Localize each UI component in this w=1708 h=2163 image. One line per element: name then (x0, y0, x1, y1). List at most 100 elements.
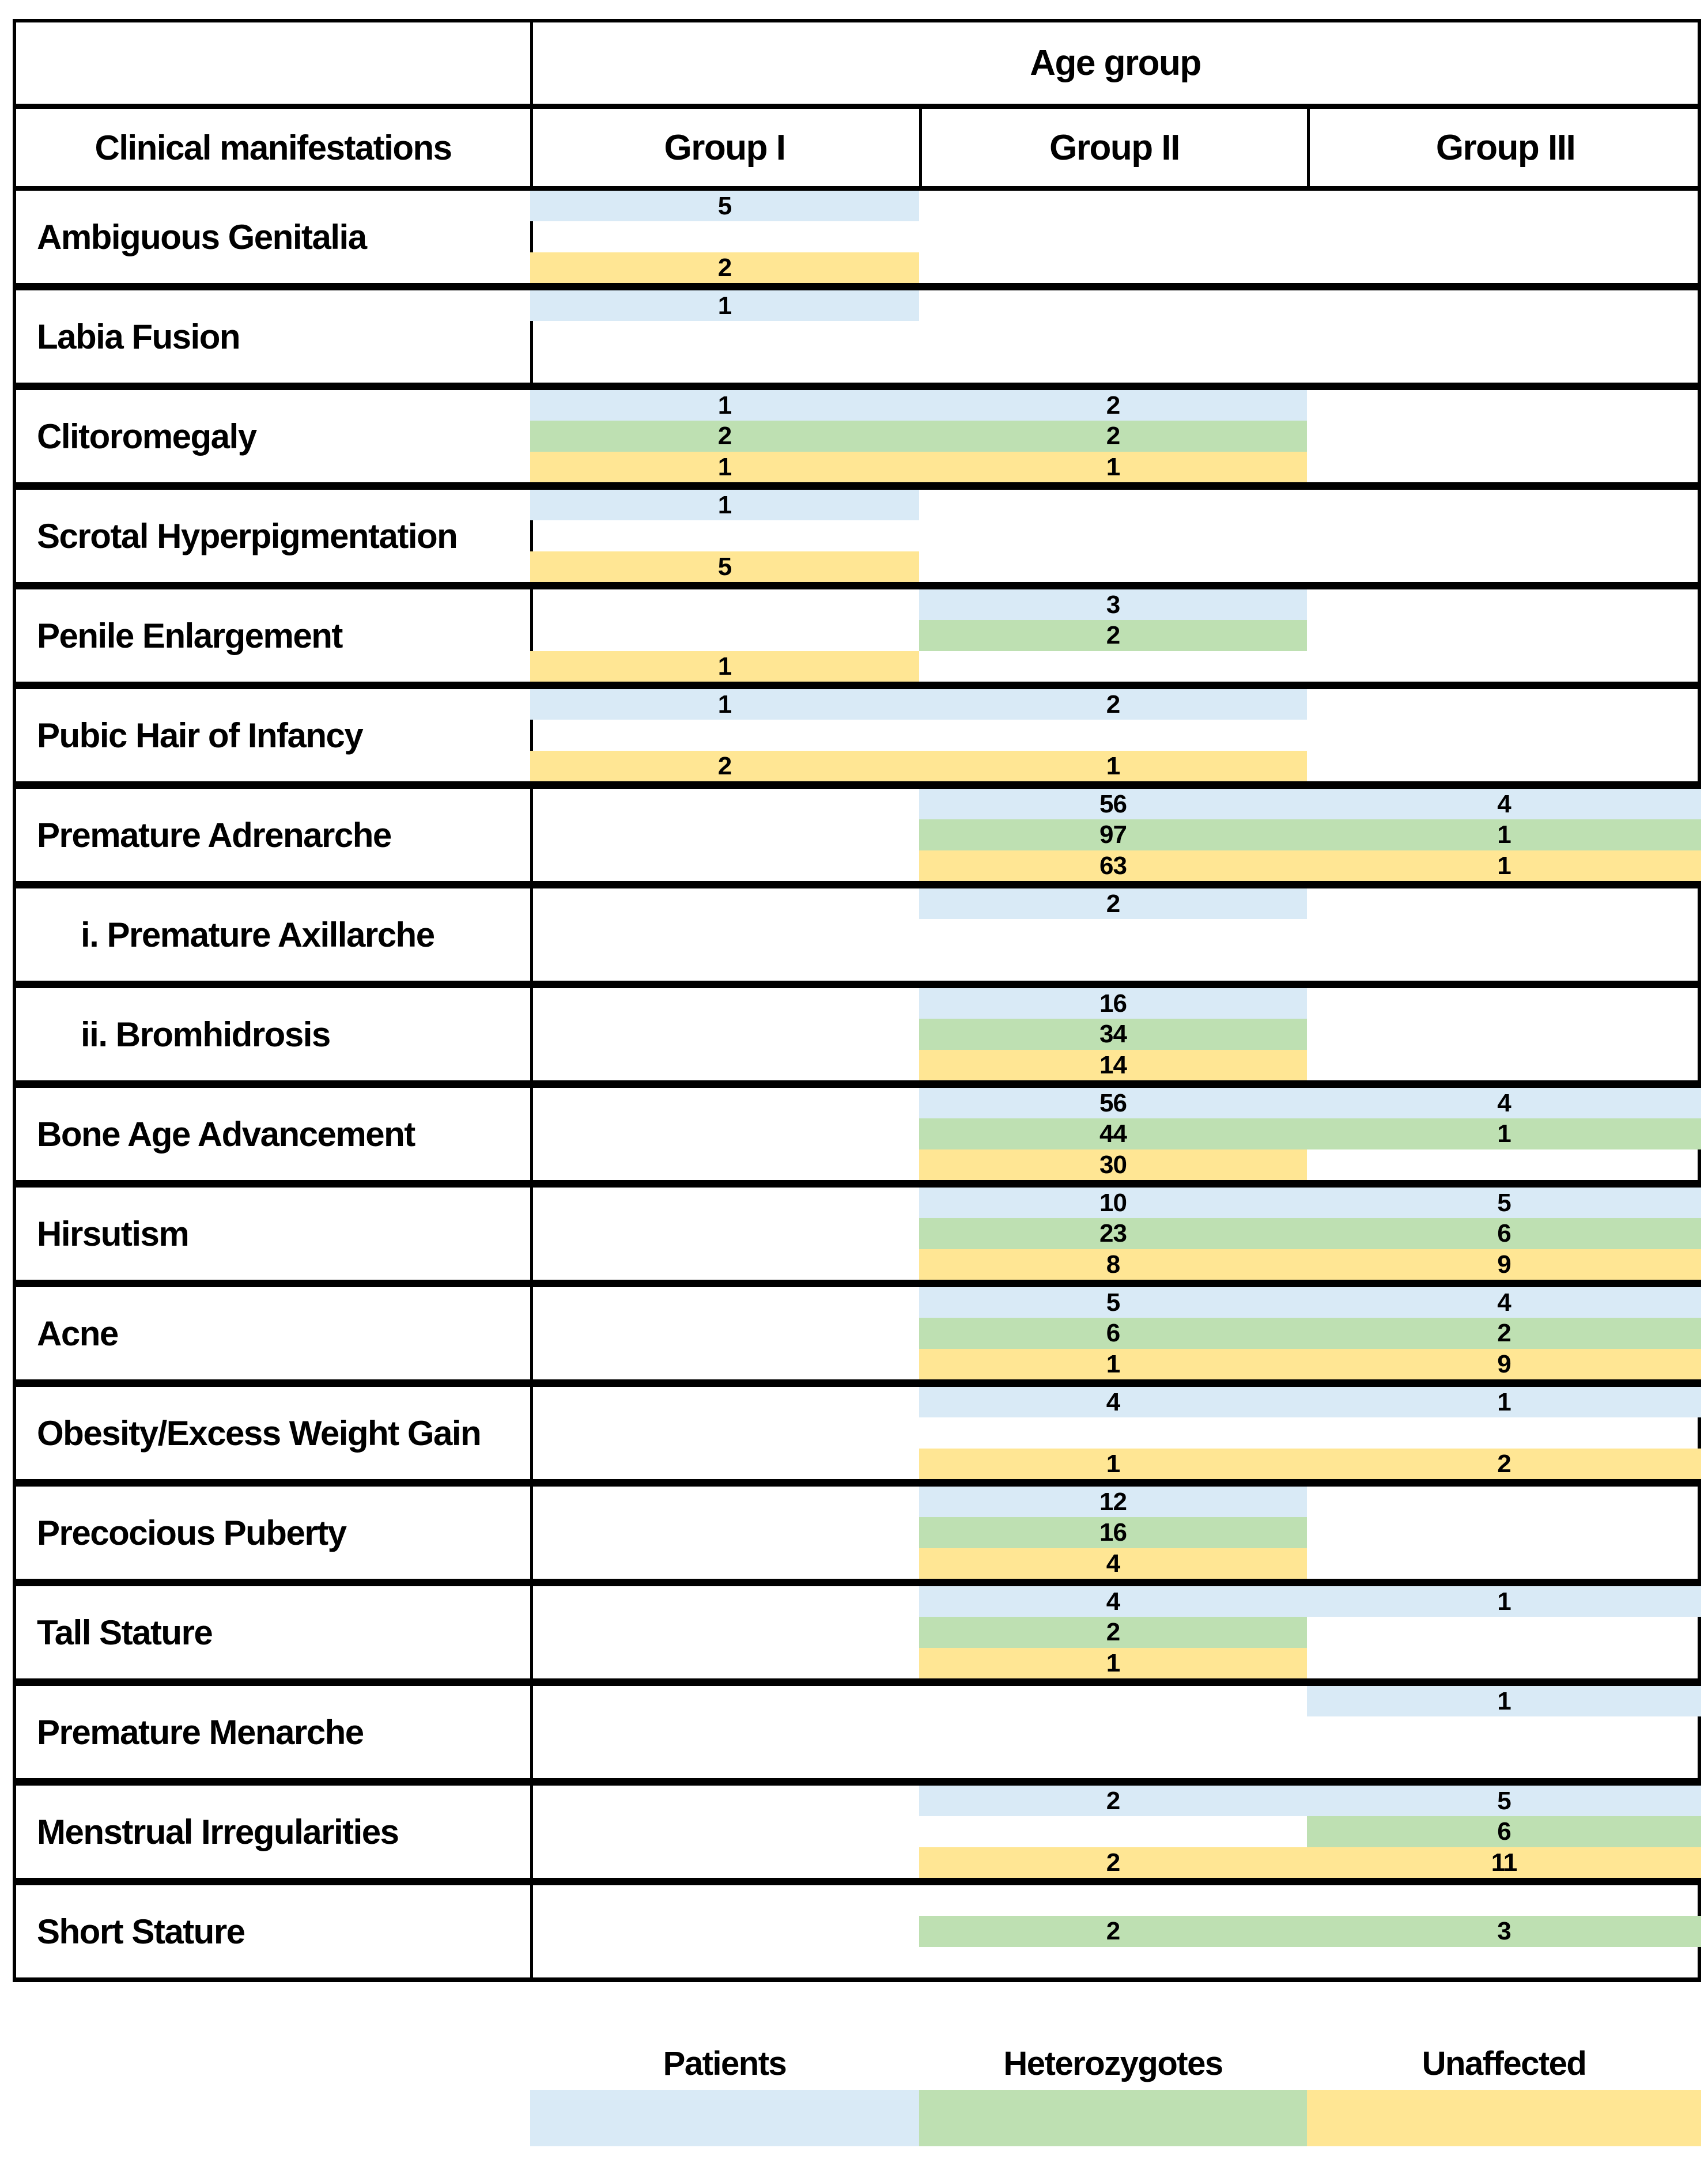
bar-heterozygotes: 2 (919, 1617, 1307, 1648)
bar-value: 9 (1497, 1250, 1511, 1279)
row-separator (13, 582, 1701, 589)
bar-value: 3 (1497, 1917, 1511, 1946)
bar-value: 4 (1497, 1089, 1511, 1117)
bar-value: 2 (717, 751, 732, 780)
bar-value: 1 (1497, 1587, 1511, 1616)
legend-label-heterozygotes: Heterozygotes (1003, 2044, 1223, 2082)
bar-value: 4 (1106, 1587, 1121, 1616)
row-label: Short Stature (37, 1912, 245, 1951)
bar-value: 14 (1099, 1050, 1127, 1079)
bar-unaffected: 1 (530, 651, 919, 682)
row-separator (13, 1678, 1701, 1686)
bar-value: 5 (1497, 1189, 1511, 1217)
table-border-bottom (13, 1977, 1701, 1982)
bar-value: 1 (717, 452, 732, 481)
row-label: Labia Fusion (37, 317, 241, 356)
legend-swatch-heterozygotes (919, 2090, 1307, 2146)
bar-value: 1 (1497, 1388, 1511, 1416)
bar-patients: 3 (919, 589, 1307, 621)
bar-unaffected: 4 (919, 1548, 1307, 1579)
bar-value: 2 (1106, 890, 1121, 918)
row-separator (13, 383, 1701, 390)
bar-value: 1 (717, 491, 732, 519)
row-separator (13, 482, 1701, 490)
header-divider-1 (13, 104, 1701, 109)
bar-value: 2 (1497, 1319, 1511, 1348)
bar-patients: 5 (530, 191, 919, 222)
row-separator (13, 1778, 1701, 1786)
bar-value: 1 (717, 391, 732, 419)
row-label: Penile Enlargement (37, 616, 343, 655)
bar-heterozygotes: 34 (919, 1019, 1307, 1050)
bar-value: 9 (1497, 1349, 1511, 1378)
bar-unaffected: 14 (919, 1049, 1307, 1080)
row-label: Pubic Hair of Infancy (37, 716, 364, 755)
bar-value: 2 (717, 253, 732, 282)
row-separator (13, 283, 1701, 290)
bar-heterozygotes: 97 1 (919, 819, 1701, 850)
bar-value: 12 (1099, 1488, 1127, 1516)
row-label: Premature Menarche (37, 1712, 364, 1752)
row-separator (13, 981, 1701, 988)
bar-value: 10 (1099, 1189, 1127, 1217)
bar-value: 5 (1106, 1288, 1121, 1317)
left-column-divider (530, 19, 533, 1977)
bar-value: 23 (1099, 1219, 1127, 1248)
row-separator (13, 881, 1701, 888)
bar-unaffected: 2 (530, 252, 919, 283)
bar-heterozygotes: 44 1 (919, 1118, 1701, 1149)
bar-patients: 16 (919, 988, 1307, 1019)
row-label: Acne (37, 1314, 119, 1353)
bar-unaffected: 2 11 (919, 1847, 1701, 1878)
bar-value: 30 (1099, 1150, 1127, 1179)
bar-value: 2 (1106, 690, 1121, 719)
bar-patients: 10 5 (919, 1188, 1701, 1219)
bar-heterozygotes: 16 (919, 1517, 1307, 1548)
bar-value: 97 (1099, 820, 1127, 849)
bar-value: 1 (1497, 1687, 1511, 1715)
bar-value: 1 (717, 652, 732, 680)
bar-value: 1 (1106, 452, 1121, 481)
row-separator (13, 1379, 1701, 1387)
group-1-header: Group I (664, 127, 786, 168)
bar-value: 2 (717, 422, 732, 451)
legend-swatch-unaffected (1307, 2090, 1701, 2146)
table-border-top (13, 19, 1701, 22)
bar-value: 34 (1099, 1020, 1127, 1049)
row-label: Hirsutism (37, 1214, 190, 1253)
bar-value: 6 (1497, 1817, 1511, 1846)
bar-value: 2 (1497, 1449, 1511, 1478)
row-label: Menstrual Irregularities (37, 1812, 399, 1851)
row-label: Clitoromegaly (37, 417, 257, 456)
bar-value: 2 (1106, 1848, 1121, 1877)
bar-patients: 2 (919, 888, 1307, 920)
row-separator (13, 1080, 1701, 1088)
bar-value: 4 (1106, 1388, 1121, 1416)
bar-patients: 12 (919, 1487, 1307, 1518)
bar-value: 1 (717, 292, 732, 320)
row-separator (13, 1479, 1701, 1487)
clinical-manifestations-header: Clinical manifestations (95, 128, 453, 167)
bar-value: 4 (1106, 1549, 1121, 1578)
bar-patients: 56 4 (919, 789, 1701, 820)
row-separator (13, 682, 1701, 689)
bar-value: 56 (1099, 790, 1127, 818)
bar-value: 16 (1099, 1518, 1127, 1547)
bar-value: 2 (1106, 391, 1121, 419)
group2-3-divider (1307, 109, 1310, 186)
bar-value: 44 (1099, 1120, 1127, 1148)
bar-value: 5 (1497, 1787, 1511, 1815)
row-label: Bone Age Advancement (37, 1114, 415, 1154)
bar-value: 1 (1497, 1120, 1511, 1148)
row-separator (13, 1280, 1701, 1287)
legend-label-patients: Patients (663, 2044, 787, 2082)
row-label: Precocious Puberty (37, 1513, 347, 1552)
